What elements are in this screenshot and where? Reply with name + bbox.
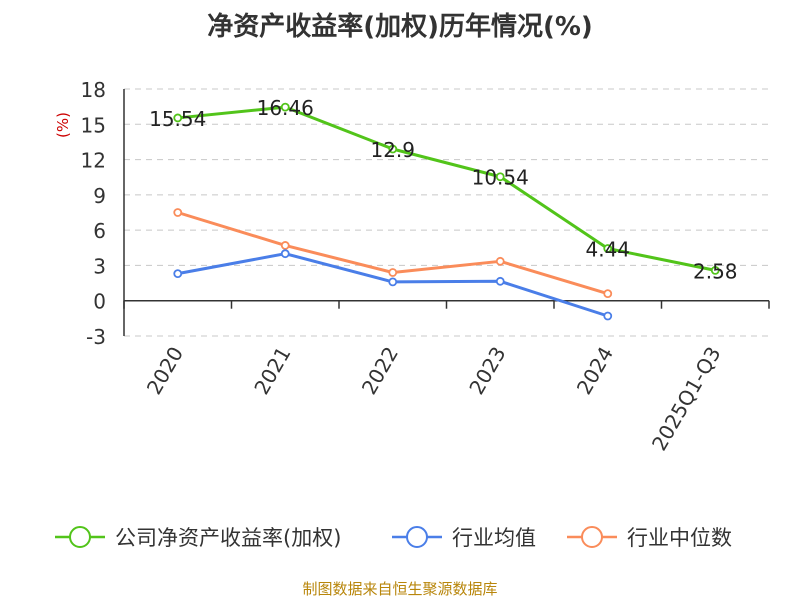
data-point — [280, 102, 290, 112]
data-point — [388, 268, 398, 277]
data-point — [603, 289, 613, 299]
legend: 公司净资产收益率(加权) 行业均值 行业中位数 — [55, 526, 732, 550]
data-point — [280, 241, 290, 250]
legend-marker — [406, 526, 428, 548]
data-label: 15.54 — [149, 107, 206, 131]
chart-title: 净资产收益率(加权)历年情况(%) — [207, 12, 593, 42]
legend-marker — [69, 526, 91, 548]
x-tick-label: 2021 — [249, 343, 295, 399]
data-point — [495, 172, 505, 182]
data-point — [388, 277, 398, 287]
data-label: 10.54 — [472, 166, 529, 190]
source-note: 制图数据来自恒生聚源数据库 — [302, 580, 498, 598]
y-tick-label: 12 — [81, 149, 106, 173]
y-tick-label: 6 — [93, 219, 106, 243]
grid-lines — [124, 88, 769, 337]
legend-label: 行业均值 — [452, 526, 536, 550]
data-point — [603, 244, 613, 253]
data-point — [388, 144, 398, 154]
data-label: 12.9 — [370, 138, 415, 162]
y-tick-label: 0 — [93, 290, 106, 314]
data-label: 16.46 — [257, 96, 314, 120]
data-point — [495, 256, 505, 266]
y-tick-label: 18 — [81, 78, 106, 102]
x-tick-label: 2024 — [572, 343, 618, 399]
y-tick-label: -3 — [86, 325, 106, 349]
y-tick-label: 15 — [81, 113, 106, 137]
legend-marker — [581, 526, 603, 548]
legend-label: 行业中位数 — [627, 526, 732, 550]
y-axis-unit: (%) — [54, 112, 72, 138]
data-point — [173, 208, 183, 217]
y-tick-label: 3 — [93, 254, 106, 278]
data-label: 2.58 — [693, 259, 738, 283]
x-tick-label: 2023 — [464, 343, 510, 399]
x-tick-label: 2020 — [142, 343, 188, 399]
series-layer: 15.54 16.46 12.9 10.54 4.44 2.58 — [149, 96, 738, 321]
series-line — [177, 105, 716, 272]
data-point — [280, 249, 290, 259]
data-point — [710, 265, 720, 275]
axes: 18 15 12 9 6 3 0 -3 (%) 2020 2021 2022 2023 2024 2025Q… — [54, 78, 770, 455]
data-point — [495, 276, 505, 286]
y-tick-label: 9 — [93, 184, 106, 208]
data-point — [173, 113, 183, 123]
data-label: 4.44 — [585, 237, 630, 261]
data-point — [173, 269, 183, 279]
data-point — [603, 311, 613, 321]
x-tick-label: 2025Q1-Q3 — [647, 343, 726, 455]
legend-label: 公司净资产收益率(加权) — [115, 526, 341, 550]
x-tick-label: 2022 — [357, 343, 403, 399]
